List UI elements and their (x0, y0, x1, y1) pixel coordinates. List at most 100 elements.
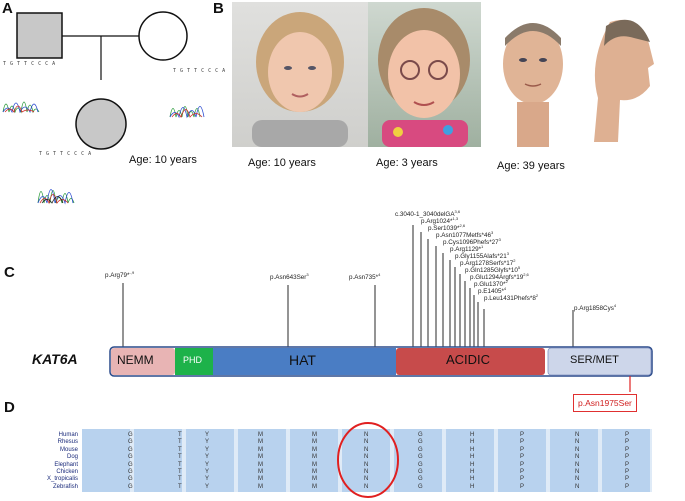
alignment-residue: M (312, 461, 317, 468)
species-label: Elephant (54, 461, 78, 468)
alignment-residue: N (364, 439, 369, 446)
alignment-residue: P (625, 454, 630, 461)
age-label-photo-2: Age: 3 years (376, 157, 438, 169)
proband-symbol (75, 98, 127, 150)
father-symbol (16, 12, 63, 59)
domain-acidic (396, 348, 545, 375)
alignment-residue: G (128, 476, 133, 483)
species-label: Dog (66, 454, 78, 461)
alignment-residue: T (178, 446, 182, 453)
species-label: Mouse (59, 446, 78, 453)
variant-label-arg1278: p.Arg1278Serfs*172 (460, 258, 516, 268)
alignment-residue: T (178, 483, 182, 490)
species-label: Human (58, 432, 78, 438)
panel-letter-c: C (4, 264, 15, 281)
alignment-residue: N (364, 483, 369, 490)
alignment-residue: M (312, 432, 317, 438)
alignment-residue: N (364, 432, 369, 438)
alignment-residue: M (258, 476, 263, 483)
alignment-residue: Y (205, 446, 210, 453)
mother-symbol (138, 11, 188, 61)
alignment-residue: G (128, 454, 133, 461)
variant-label-asn735: p.Asn735*4 (349, 272, 381, 282)
alignment-residue: N (364, 446, 369, 453)
alignment-residue: M (258, 454, 263, 461)
alignment-residue: Y (205, 432, 210, 438)
alignment-residue: P (520, 439, 525, 446)
alignment-residue: N (575, 461, 580, 468)
alignment-residue: G (418, 461, 423, 468)
species-label: Rhesus (57, 439, 78, 446)
alignment-residue: N (364, 476, 369, 483)
alignment-residue: N (364, 454, 369, 461)
domain-label-acidic: ACIDIC (446, 352, 491, 367)
alignment-residue: G (418, 483, 423, 490)
variant-label-gln1285: p.Gln1285Glyfs*105 (465, 265, 521, 275)
alignment-residue: M (258, 432, 263, 438)
alignment-residue: P (625, 461, 630, 468)
alignment-residue: G (418, 476, 423, 483)
variant-label-arg1024: p.Arg1024*1,3 (421, 216, 459, 226)
photo-father-front (487, 2, 577, 147)
chromatogram-father (2, 101, 40, 114)
domain-hat (213, 348, 396, 375)
alignment-residue: N (575, 432, 580, 438)
alignment-residue: N (575, 439, 580, 446)
alignment-residue: Y (205, 483, 210, 490)
alignment-residue: T (178, 461, 182, 468)
variant-label-arg1858: p.Arg1858Cys4 (574, 303, 617, 313)
alignment-residue: P (520, 476, 525, 483)
variant-label-arg79: p.Arg79*-,9 (105, 270, 135, 280)
sequence-father: T G T T C C C A (3, 61, 56, 67)
domain-phd (175, 348, 213, 375)
domain-ser-met (547, 347, 652, 376)
new-variant-box: p.Asn1975Ser (573, 394, 637, 412)
alignment-residue: P (520, 432, 525, 438)
age-label-proband: Age: 10 years (129, 154, 197, 166)
alignment-residue: G (418, 432, 423, 438)
alignment-residue: Y (205, 469, 210, 475)
alignment-residue: N (575, 476, 580, 483)
photo-patient-age-3 (368, 2, 481, 147)
alignment-residue: T (178, 439, 182, 446)
variant-label-glu1370: p.Glu1370*2 (474, 279, 508, 289)
alignment-residue: Y (205, 476, 210, 483)
alignment-residue: G (418, 446, 423, 453)
variant-label-asn1077: p.Asn1077Metfs*463 (436, 230, 494, 240)
panel-letter-a: A (2, 0, 13, 17)
alignment-residue: Y (205, 439, 210, 446)
alignment-residue: P (625, 476, 630, 483)
sequence-mother: T G T T C C C A (173, 68, 226, 74)
gene-label: KAT6A (32, 351, 78, 367)
alignment-residue: P (625, 469, 630, 475)
alignment-residue: N (575, 483, 580, 490)
alignment-residue: P (520, 483, 525, 490)
alignment-residue: M (258, 446, 263, 453)
alignment-residue: Y (205, 454, 210, 461)
alignment-residue: H (470, 476, 475, 483)
alignment-residue: H (470, 439, 475, 446)
alignment-residue: M (312, 476, 317, 483)
alignment-residue: M (258, 461, 263, 468)
alignment-residue: P (625, 446, 630, 453)
alignment-residue: P (520, 469, 525, 475)
alignment-residue: N (364, 469, 369, 475)
alignment-residue: G (128, 483, 133, 490)
alignment-residue: Y (205, 461, 210, 468)
variant-label-glu1294: p.Glu1294Argfs*192,6 (470, 272, 529, 282)
photo-patient-age-10 (232, 2, 368, 147)
alignment-residue: P (520, 454, 525, 461)
chromatogram-mother (169, 106, 205, 119)
variant-label-ser1039: p.Ser1039*2,6 (428, 223, 466, 233)
alignment-residue: G (128, 461, 133, 468)
species-label: Chicken (56, 469, 78, 475)
alignment-residue: M (312, 446, 317, 453)
alignment-residue: P (520, 446, 525, 453)
sequence-child: T G T T C C C A (39, 151, 92, 157)
alignment-residue: P (625, 432, 630, 438)
alignment-residue: P (625, 439, 630, 446)
panel-letter-d: D (4, 399, 15, 416)
photo-father-profile (580, 2, 670, 147)
variant-label-arg1129: p.Arg1129*1 (450, 244, 484, 254)
alignment-residue: H (470, 483, 475, 490)
